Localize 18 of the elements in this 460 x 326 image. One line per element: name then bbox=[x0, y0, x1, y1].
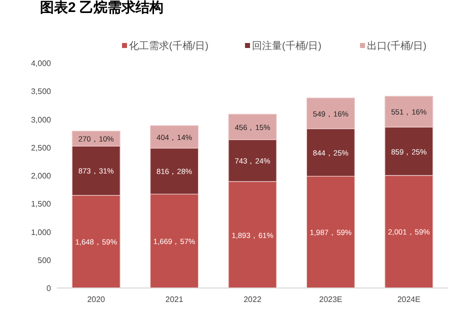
x-tick-label: 2024E bbox=[397, 295, 420, 304]
y-tick-label: 2,500 bbox=[30, 143, 52, 152]
x-tick-label: 2020 bbox=[87, 295, 106, 304]
y-tick-label: 3,000 bbox=[30, 115, 52, 124]
legend-label: 回注量(千桶/日) bbox=[252, 40, 322, 52]
x-tick-label: 2023E bbox=[319, 295, 342, 304]
y-tick-label: 1,500 bbox=[30, 200, 52, 209]
legend-label: 出口(千桶/日) bbox=[367, 40, 426, 52]
y-tick-label: 2,000 bbox=[30, 172, 52, 180]
y-tick-label: 3,500 bbox=[30, 87, 52, 96]
y-tick-label: 0 bbox=[46, 284, 52, 293]
y-tick-label: 1,000 bbox=[30, 228, 52, 237]
y-tick-label: 4,000 bbox=[30, 59, 52, 68]
x-tick-label: 2022 bbox=[244, 295, 262, 304]
x-tick-label: 2021 bbox=[165, 295, 184, 304]
legend-label: 化工需求(千桶/日) bbox=[129, 40, 208, 52]
chart-title: 图表2 乙烷需求结构 bbox=[40, 0, 164, 15]
y-tick-label: 500 bbox=[38, 256, 52, 265]
